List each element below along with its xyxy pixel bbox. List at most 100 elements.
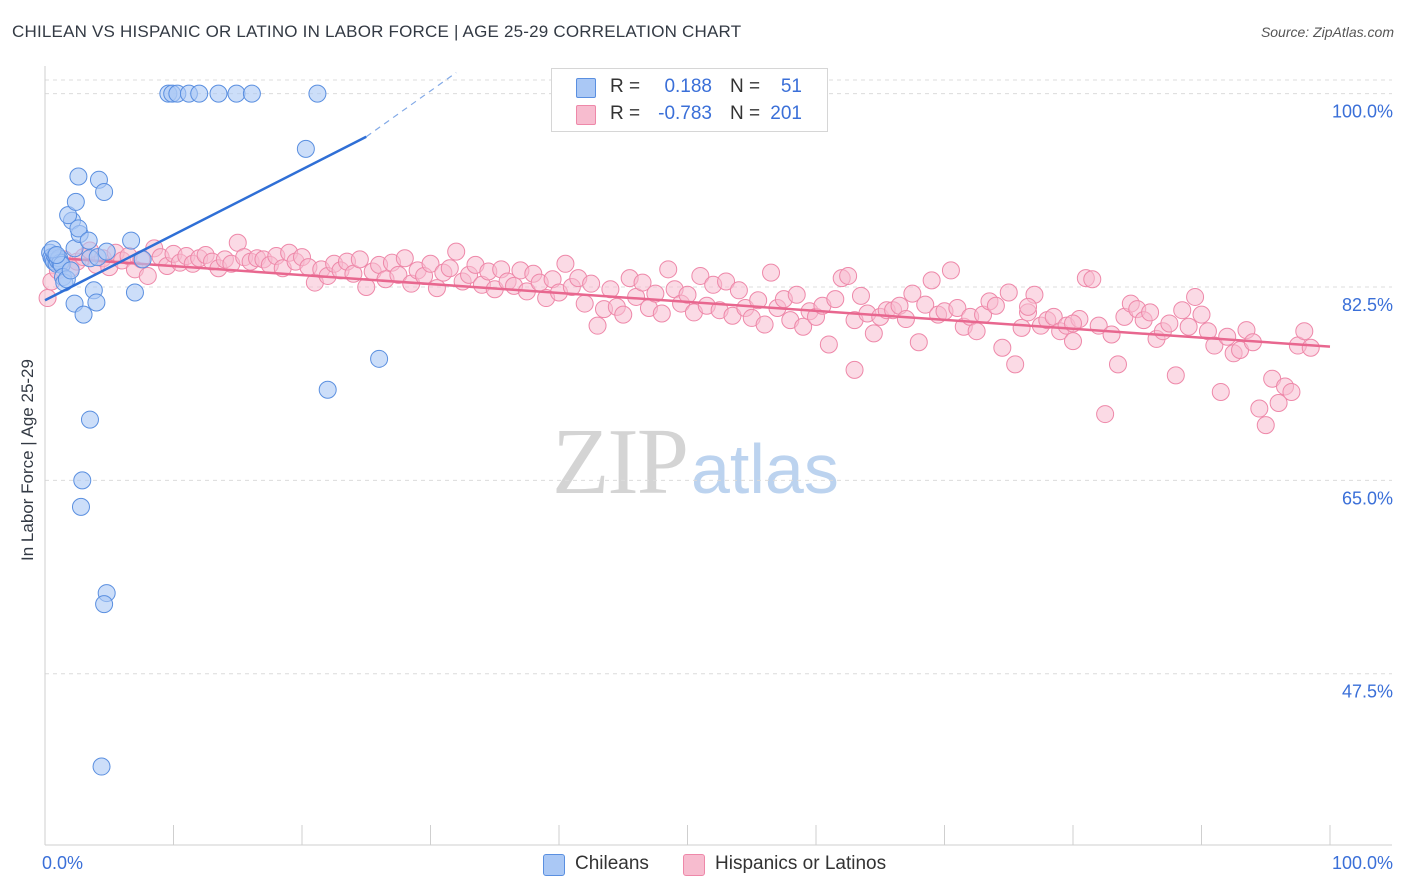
data-point-hispanic [941,261,960,280]
data-point-chilean [74,305,93,324]
x-tick-label-max: 100.0% [1332,853,1393,873]
legend-n-value: 51 [780,76,802,97]
data-point-chilean [227,84,246,103]
legend-n-label: N = [730,76,761,97]
data-point-chilean [308,84,327,103]
data-point-chilean [95,595,114,614]
watermark-atlas: atlas [691,430,839,508]
legend-r-value: 0.188 [664,76,712,97]
data-point-hispanic [851,286,870,305]
data-point-hispanic [903,284,922,303]
data-point-hispanic [755,315,774,334]
data-point-chilean [69,167,88,186]
data-point-hispanic [916,295,935,314]
legend-label-hispanics: Hispanics or Latinos [715,853,887,874]
data-point-hispanic [749,291,768,310]
legend-n-value: 201 [770,103,802,124]
data-point-chilean [79,231,98,250]
stats-legend: R = 0.188 N = 51 R = -0.783 N = 201 [551,68,828,132]
data-point-hispanic [1218,327,1237,346]
trendline-chileans-extension [365,72,457,138]
data-point-hispanic [1019,297,1038,316]
data-point-hispanic [1269,394,1288,413]
data-point-chilean [95,182,114,201]
legend-row-chileans: R = 0.188 N = 51 [552,74,827,100]
chart-title: CHILEAN VS HISPANIC OR LATINO IN LABOR F… [12,22,742,41]
legend-r-value: -0.783 [658,103,712,124]
trendline-chileans [44,135,367,302]
data-point-chilean [318,380,337,399]
y-tick-label: 47.5% [1342,682,1393,702]
data-point-chilean [125,283,144,302]
data-point-hispanic [691,266,710,285]
data-point-hispanic [138,266,157,285]
data-point-chilean [370,349,389,368]
data-point-hispanic [350,250,369,269]
data-point-chilean [73,471,92,490]
legend-swatch-pink [576,105,596,125]
data-point-hispanic [999,283,1018,302]
data-point-chilean [296,139,315,158]
legend-swatch-hispanics [683,854,705,876]
data-point-hispanic [1295,322,1314,341]
y-tick-label: 82.5% [1342,295,1393,315]
data-point-hispanic [762,263,781,282]
data-point-hispanic [678,285,697,304]
data-point-hispanic [864,324,883,343]
data-point-hispanic [447,242,466,261]
data-point-hispanic [389,265,408,284]
data-point-chilean [47,245,66,264]
data-point-hispanic [967,322,986,341]
data-point-hispanic [819,335,838,354]
legend-row-hispanics: R = -0.783 N = 201 [552,101,827,127]
data-point-chilean [66,192,85,211]
data-point-hispanic [1186,287,1205,306]
data-point-chilean [209,84,228,103]
data-point-hispanic [582,274,601,293]
data-point-hispanic [427,279,446,298]
data-point-hispanic [1064,332,1082,351]
data-point-hispanic [839,266,858,285]
data-point-hispanic [1096,405,1115,424]
data-point-hispanic [1192,305,1211,324]
data-point-hispanic [845,360,864,379]
data-point-hispanic [646,284,665,303]
data-point-hispanic [922,271,941,290]
legend-r-label: R = [610,103,641,124]
legend-label-chileans: Chileans [575,853,649,874]
data-point-hispanic [986,296,1005,315]
data-point-hispanic [614,305,633,324]
data-point-hispanic [556,254,575,273]
data-point-chilean [71,497,90,516]
data-point-chilean [80,410,99,429]
data-point-hispanic [1301,338,1320,357]
data-point-chilean [59,206,78,225]
data-point-hispanic [1141,303,1160,322]
data-point-hispanic [1205,336,1224,355]
legend-r-label: R = [610,76,641,97]
data-point-hispanic [1250,399,1269,418]
legend-n-label: N = [730,103,761,124]
data-point-hispanic [1012,318,1031,337]
legend-swatch-chileans [543,854,565,876]
data-point-hispanic [1256,416,1275,435]
data-point-hispanic [1166,366,1185,385]
data-point-chilean [242,84,261,103]
data-point-hispanic [794,317,813,336]
y-tick-label: 100.0% [1332,102,1393,122]
watermark: ZIPatlas [552,408,839,516]
data-point-hispanic [1083,270,1102,289]
data-point-hispanic [1173,301,1192,320]
data-point-hispanic [588,316,607,335]
data-point-hispanic [948,298,967,317]
x-tick-label-min: 0.0% [42,853,83,873]
data-point-hispanic [659,260,678,279]
data-point-hispanic [1160,314,1179,333]
series-legend: Chileans Hispanics or Latinos [0,852,1406,878]
data-point-hispanic [633,273,652,292]
data-point-hispanic [717,272,736,291]
data-point-hispanic [395,249,414,268]
data-point-hispanic [1108,355,1127,374]
data-point-chilean [97,242,116,261]
